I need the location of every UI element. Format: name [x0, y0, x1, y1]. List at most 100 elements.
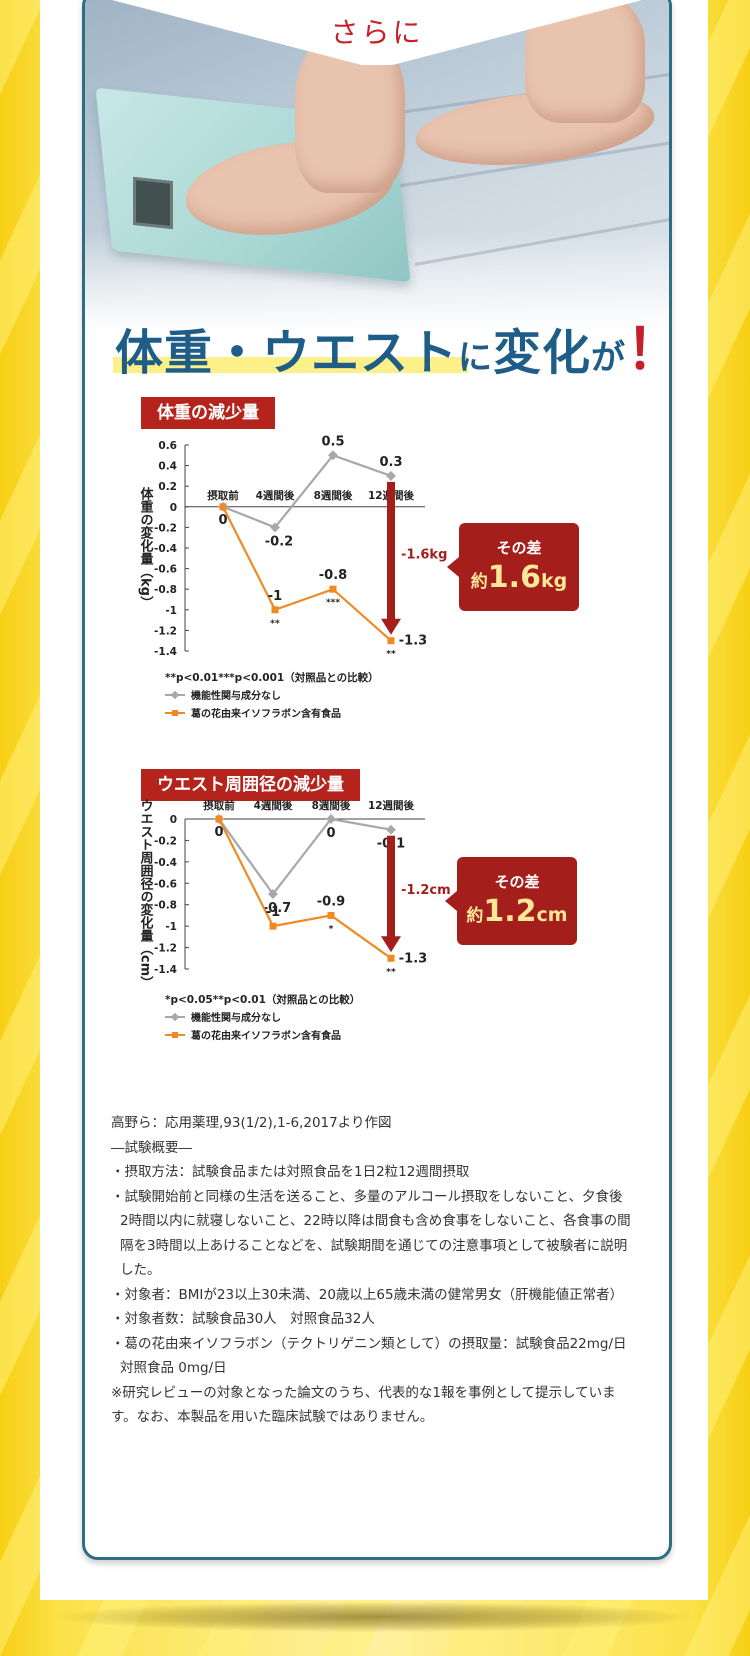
headline-part5: ！: [626, 318, 669, 383]
significance-note: **p<0.01***p<0.001（対照品との比較）: [165, 671, 379, 684]
y-axis-label: ウエスト周囲径の変化量（cm）: [138, 799, 155, 989]
data-point: [326, 814, 336, 824]
difference-arrow-head: [381, 618, 401, 635]
difference-value: 約1.2cm: [466, 894, 568, 929]
y-tick-label: 0.6: [158, 440, 177, 452]
y-tick-label: -0.4: [154, 543, 177, 555]
bottom-shadow: [58, 1602, 692, 1632]
significance-mark: **: [386, 650, 396, 660]
y-tick-label: -0.8: [154, 584, 177, 596]
significance-mark: **: [386, 967, 396, 977]
y-tick-label: -0.8: [154, 900, 177, 912]
note-item: ・試験開始前と同様の生活を送ること、多量のアルコール摂取をしないこと、夕食後2時…: [111, 1188, 631, 1279]
legend-swatch-marker: [172, 710, 178, 716]
waist-chart-svg: ウエスト周囲径の変化量（cm） 0 -0.2 -0.4 -0.6 -0.8 -1 -1.2 -1…: [138, 799, 451, 1042]
difference-label: その差: [496, 539, 542, 557]
x-tick-label: 摂取前: [207, 489, 239, 502]
difference-pointer: [447, 557, 459, 577]
difference-pointer: [445, 891, 457, 911]
data-point: [386, 470, 396, 481]
significance-note: *p<0.05**p<0.01（対照品との比較）: [165, 993, 360, 1006]
y-tick-label: -0.6: [154, 878, 177, 890]
difference-arrow-label: -1.6kg: [401, 547, 447, 562]
y-tick-label: -0.2: [154, 835, 177, 847]
series-line: [218, 818, 392, 960]
y-tick-label: 0: [170, 502, 177, 514]
x-tick-label: 8週間後: [314, 489, 353, 502]
data-point: [268, 889, 278, 899]
headline: 体重・ウエストに変化が！: [85, 305, 669, 385]
chart-title: 体重の減少量: [141, 397, 275, 429]
weight-chart-svg: 体重の変化量（kg） 0.6 0.4 0.2 0 -0.2 -0.4 -0.6 -0.8 -1 -1…: [138, 434, 448, 720]
series-line: [222, 506, 392, 642]
headline-part3: 変化: [493, 325, 592, 381]
y-tick-label: -1.4: [154, 964, 177, 976]
data-label: -1.3: [399, 951, 427, 966]
data-point: [215, 815, 223, 823]
legend-swatch-marker: [170, 1012, 180, 1022]
note-citation: 高野ら：応用薬理,93(1/2),1-6,2017より作図: [111, 1115, 392, 1131]
series-line: [222, 454, 392, 529]
y-tick-label: 0.4: [158, 461, 177, 473]
difference-box: その差 約1.6kg: [447, 523, 579, 611]
difference-value: 約1.6kg: [470, 560, 568, 595]
chart-title: ウエスト周囲径の減少量: [141, 769, 360, 801]
note-heading: ―試験概要―: [111, 1139, 192, 1156]
headline-part1: 体重・ウエスト: [115, 325, 459, 381]
difference-label: その差: [494, 873, 540, 891]
y-tick-label: 0: [170, 814, 177, 826]
data-label: 0: [326, 826, 335, 841]
banner-text: さらに: [330, 16, 424, 49]
y-tick-label: -1.2: [154, 943, 177, 955]
x-tick-label: 8週間後: [312, 799, 351, 812]
data-label: -1.3: [399, 634, 427, 649]
y-tick-label: 0.2: [158, 481, 177, 493]
legend-swatch-marker: [170, 690, 180, 700]
difference-arrow-shaft: [387, 835, 395, 939]
headline-highlight: [113, 357, 468, 373]
x-tick-label: 4週間後: [256, 489, 295, 502]
y-tick-label: -0.2: [154, 522, 177, 534]
note-disclaimer: ※研究レビューの対象となった論文のうち、代表的な1報を事例として提示しています。…: [111, 1384, 616, 1426]
legend-label: 機能性関与成分なし: [191, 1011, 281, 1024]
x-tick-label: 4週間後: [254, 799, 293, 812]
headline-part4: が: [591, 338, 627, 378]
headline-part2: に: [458, 338, 494, 378]
data-label: -0.8: [319, 568, 347, 583]
difference-arrow-head: [381, 936, 401, 953]
data-label: -0.7: [263, 901, 291, 916]
note-item: ・摂取方法：試験食品または対照食品を1日2粒12週間摂取: [111, 1164, 470, 1180]
difference-box: その差 約1.2cm: [445, 857, 577, 945]
data-point: [387, 954, 395, 962]
y-tick-label: -0.6: [154, 564, 177, 576]
hero-photo-scale: さらに: [85, 0, 669, 333]
series-line: [218, 817, 392, 896]
significance-mark: ***: [326, 598, 340, 608]
legend-label: 葛の花由来イソフラボン含有食品: [190, 707, 341, 720]
study-notes: 高野ら：応用薬理,93(1/2),1-6,2017より作図 ―試験概要― ・摂取…: [111, 1111, 640, 1430]
y-tick-label: -0.4: [154, 857, 177, 869]
weight-chart: 体重の減少量 体重の変化量（kg） 0.6 0.4 0.2 0 -0.2 -0.4 -0.6 -…: [85, 397, 669, 737]
data-label: 0: [214, 825, 223, 840]
data-point: [386, 824, 396, 835]
data-label: -1: [268, 589, 282, 604]
data-label: 0.3: [379, 455, 402, 470]
y-tick-label: -1: [165, 605, 177, 617]
scale-display: [133, 176, 173, 230]
x-tick-label: 摂取前: [203, 799, 235, 812]
data-label: 0.5: [321, 434, 344, 449]
data-point: [327, 911, 335, 919]
y-tick-label: -1.2: [154, 625, 177, 637]
data-point: [387, 637, 395, 645]
data-point: [271, 606, 279, 614]
data-label: -1: [266, 905, 280, 920]
content-card: さらに 体重・ウエストに変化が！ 体重の減少量 体重の変化量（kg） 0.6 0.4…: [82, 0, 672, 1560]
data-point: [269, 922, 277, 930]
y-axis-label: 体重の変化量（kg）: [138, 486, 155, 609]
difference-arrow-label: -1.2cm: [401, 883, 451, 898]
significance-mark: *: [329, 924, 334, 934]
data-label: 0: [218, 513, 227, 528]
note-item: ・対象者：BMIが23以上30未満、20歳以上65歳未満の健常男女（肝機能値正常…: [111, 1286, 624, 1303]
legend-swatch-marker: [172, 1032, 178, 1038]
legend-label: 葛の花由来イソフラボン含有食品: [190, 1029, 341, 1042]
